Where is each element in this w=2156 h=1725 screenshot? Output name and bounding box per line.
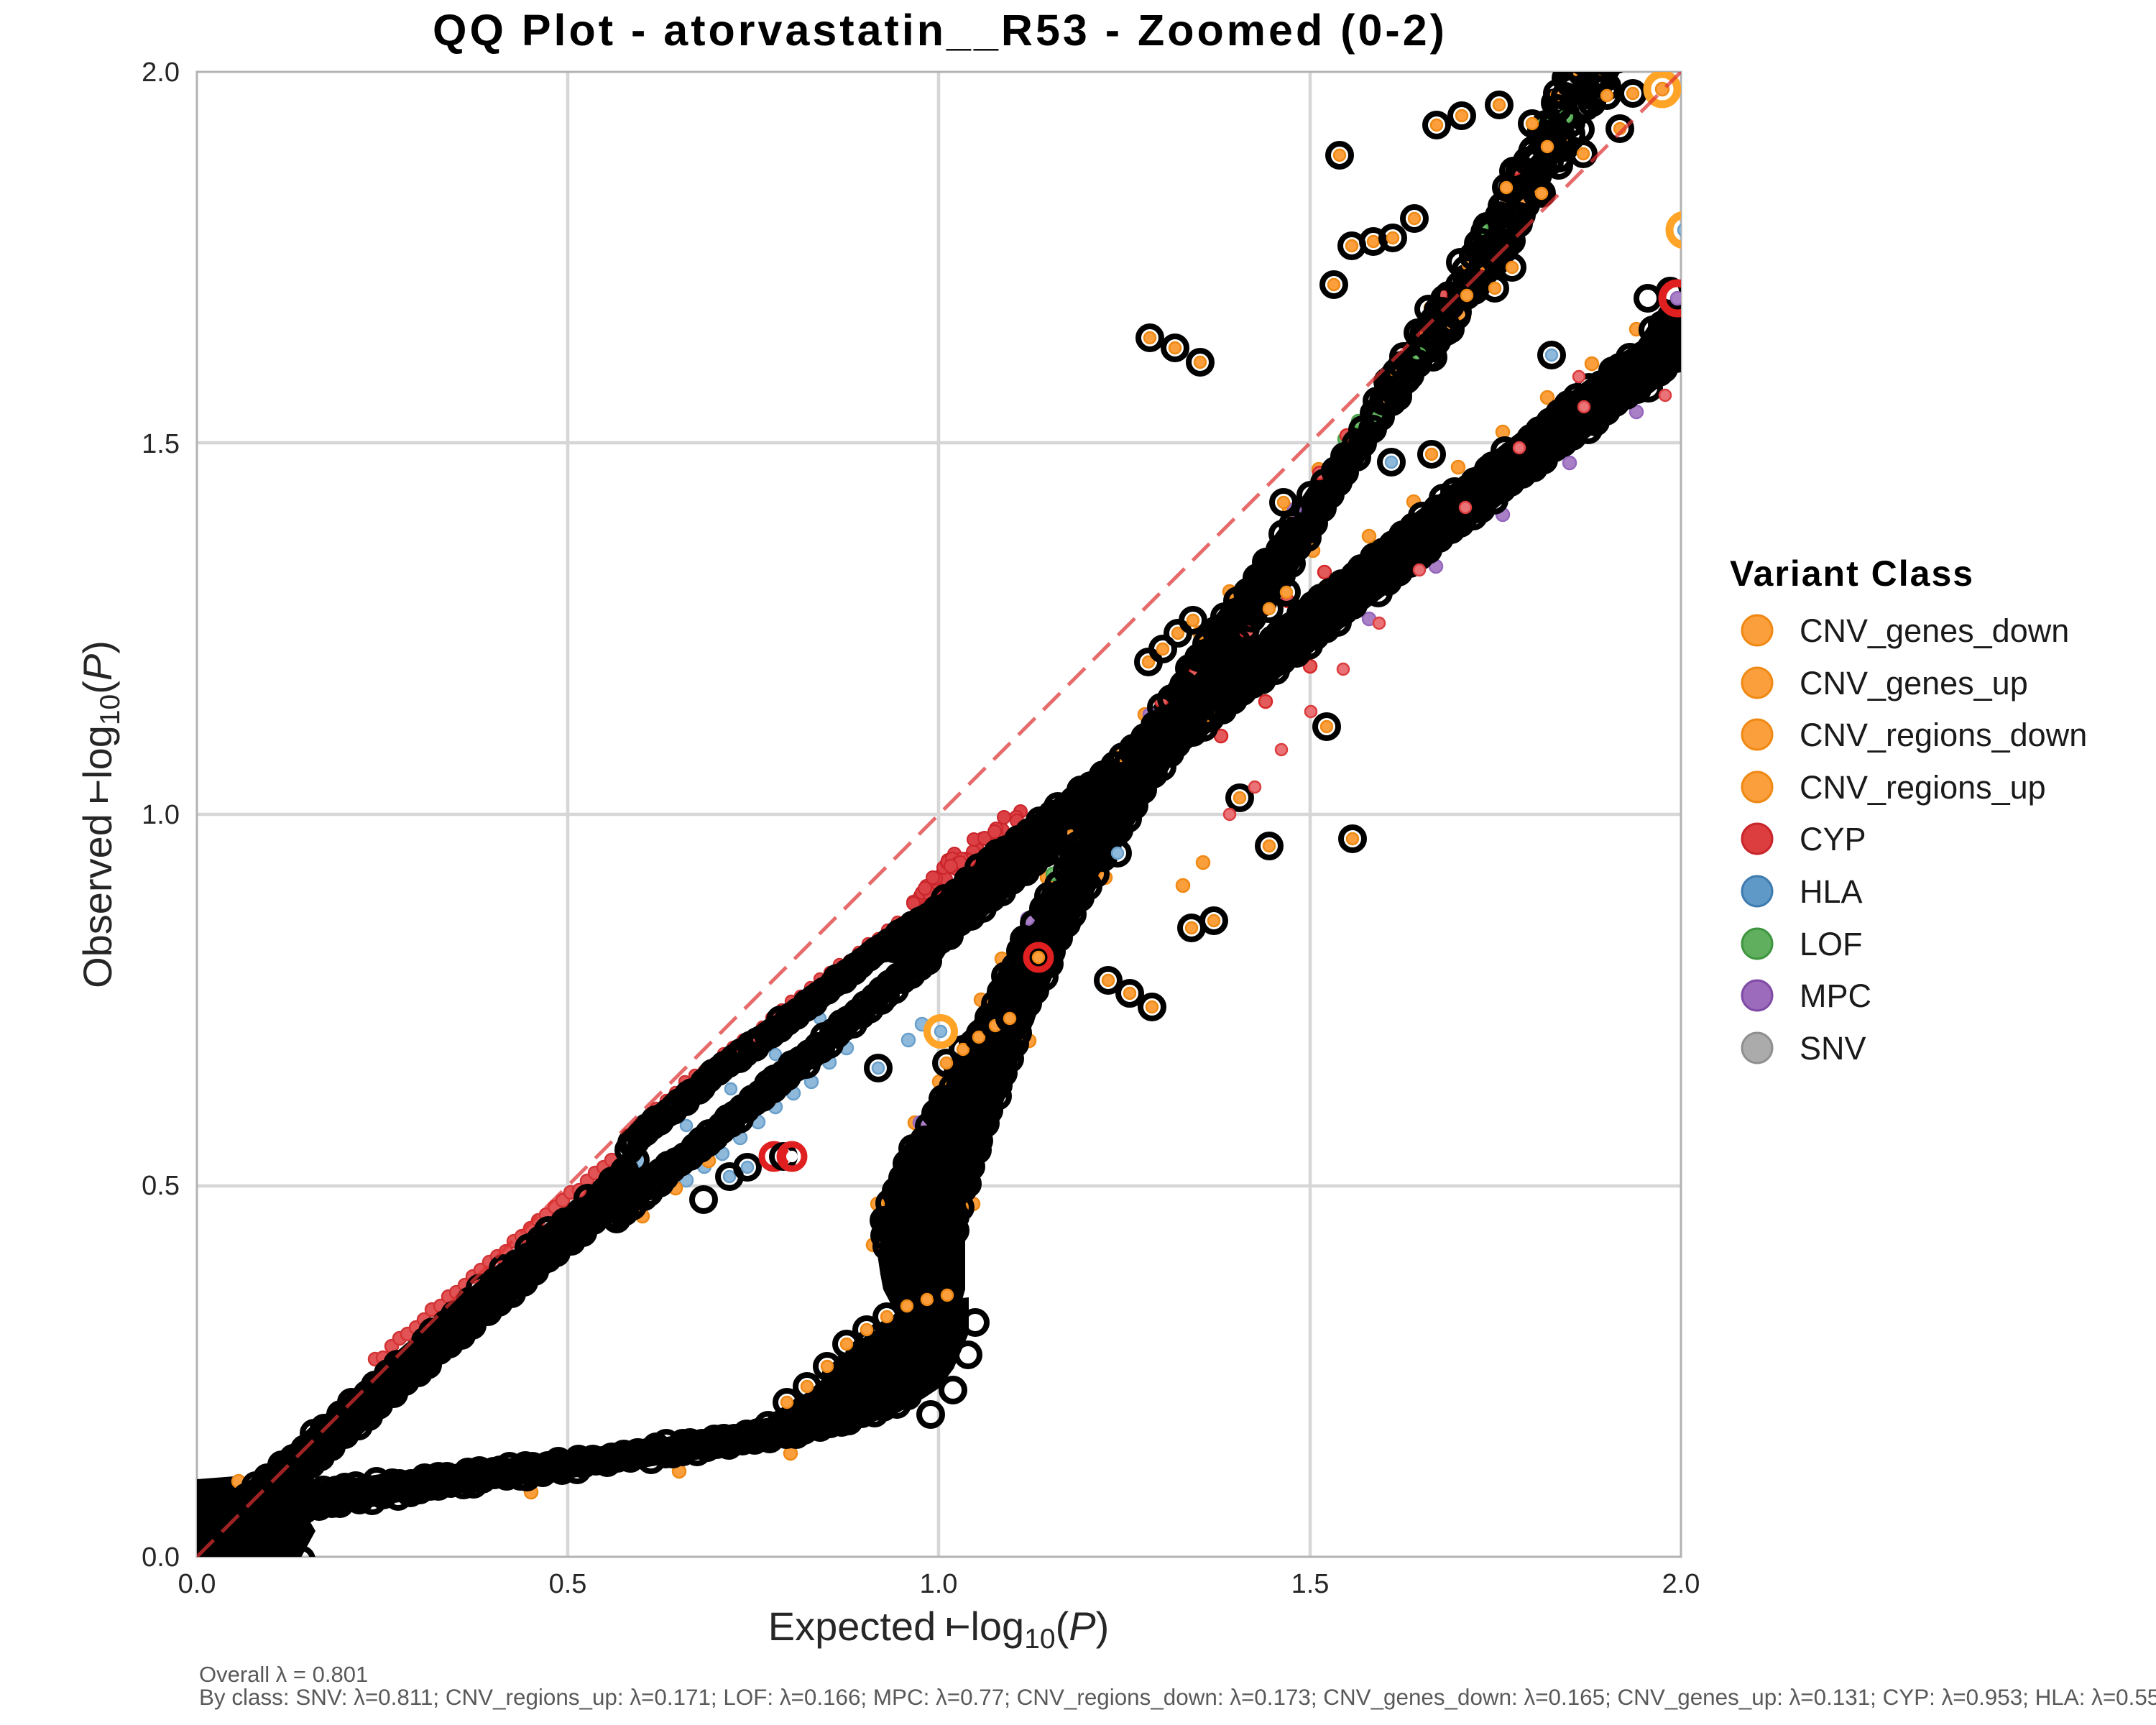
svg-text:CNV_genes_up: CNV_genes_up: [1800, 665, 2028, 702]
svg-text:1.0: 1.0: [142, 800, 180, 830]
svg-text:0.0: 0.0: [142, 1542, 180, 1573]
svg-text:CYP: CYP: [1800, 821, 1866, 857]
svg-text:SNV: SNV: [1800, 1030, 1866, 1067]
svg-text:2.0: 2.0: [142, 58, 180, 88]
svg-text:Expected −log10(P): Expected −log10(P): [768, 1604, 1110, 1655]
svg-text:0.5: 0.5: [549, 1569, 587, 1599]
svg-text:CNV_genes_down: CNV_genes_down: [1800, 612, 2069, 649]
svg-text:1.5: 1.5: [142, 429, 180, 459]
svg-text:QQ Plot - atorvastatin__R53 -: QQ Plot - atorvastatin__R53 - Zoomed (0-…: [433, 6, 1447, 55]
svg-text:0.0: 0.0: [178, 1569, 216, 1599]
svg-text:1.0: 1.0: [920, 1569, 958, 1599]
svg-text:LOF: LOF: [1800, 926, 1863, 962]
svg-text:2.0: 2.0: [1662, 1569, 1700, 1599]
svg-text:CNV_regions_up: CNV_regions_up: [1800, 769, 2046, 806]
svg-text:MPC: MPC: [1800, 978, 1871, 1014]
svg-text:Variant Class: Variant Class: [1730, 553, 1974, 594]
svg-text:Overall λ = 0.801: Overall λ = 0.801: [199, 1662, 368, 1687]
svg-text:By class: SNV: λ=0.811; CNV_re: By class: SNV: λ=0.811; CNV_regions_up: …: [199, 1685, 2156, 1710]
svg-text:HLA: HLA: [1800, 873, 1863, 910]
svg-text:Observed −log10(P): Observed −log10(P): [75, 640, 126, 988]
svg-text:CNV_regions_down: CNV_regions_down: [1800, 717, 2087, 753]
svg-text:0.5: 0.5: [142, 1171, 180, 1201]
svg-text:1.5: 1.5: [1291, 1569, 1330, 1599]
